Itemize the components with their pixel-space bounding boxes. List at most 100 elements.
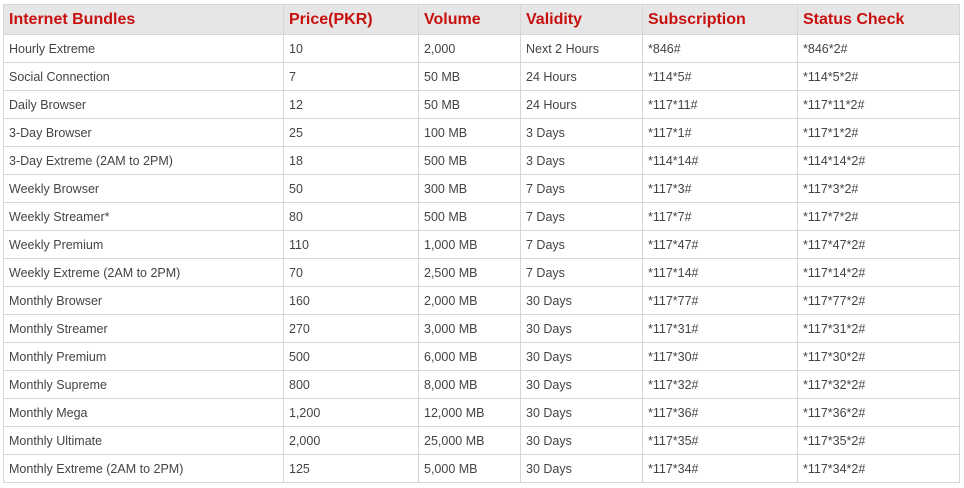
- cell-volume: 100 MB: [418, 118, 521, 147]
- cell-status-code: *117*35*2#: [797, 426, 960, 455]
- cell-bundle-name: Monthly Mega: [3, 398, 284, 427]
- cell-validity: 7 Days: [520, 258, 643, 287]
- cell-validity: 24 Hours: [520, 90, 643, 119]
- table-row: 3-Day Extreme (2AM to 2PM) 18 500 MB 3 Days…: [3, 146, 960, 175]
- cell-bundle-name: 3-Day Browser: [3, 118, 284, 147]
- cell-price: 80: [283, 202, 419, 231]
- cell-validity: Next 2 Hours: [520, 34, 643, 63]
- cell-price: 270: [283, 314, 419, 343]
- cell-subscription-code: *117*30#: [642, 342, 798, 371]
- table-row: Social Connection 7 50 MB 24 Hours *114*5# *1…: [3, 62, 960, 91]
- cell-bundle-name: Daily Browser: [3, 90, 284, 119]
- header-bundle-name: Internet Bundles: [3, 4, 284, 35]
- cell-status-code: *117*31*2#: [797, 314, 960, 343]
- table-row: Weekly Streamer* 80 500 MB 7 Days *117*7# *11…: [3, 202, 960, 231]
- cell-subscription-code: *117*77#: [642, 286, 798, 315]
- table-row: 3-Day Browser 25 100 MB 3 Days *117*1# *117*1…: [3, 118, 960, 147]
- header-subscription: Subscription: [642, 4, 798, 35]
- cell-price: 12: [283, 90, 419, 119]
- cell-validity: 30 Days: [520, 286, 643, 315]
- cell-status-code: *117*7*2#: [797, 202, 960, 231]
- header-validity: Validity: [520, 4, 643, 35]
- cell-status-code: *117*14*2#: [797, 258, 960, 287]
- table-row: Daily Browser 12 50 MB 24 Hours *117*11# *117…: [3, 90, 960, 119]
- cell-volume: 500 MB: [418, 202, 521, 231]
- table-row: Monthly Supreme 800 8,000 MB 30 Days *117*32…: [3, 370, 960, 399]
- cell-status-code: *117*47*2#: [797, 230, 960, 259]
- cell-subscription-code: *117*35#: [642, 426, 798, 455]
- cell-bundle-name: Weekly Streamer*: [3, 202, 284, 231]
- cell-subscription-code: *114*5#: [642, 62, 798, 91]
- cell-subscription-code: *117*7#: [642, 202, 798, 231]
- cell-status-code: *117*34*2#: [797, 454, 960, 483]
- cell-status-code: *117*11*2#: [797, 90, 960, 119]
- cell-volume: 50 MB: [418, 62, 521, 91]
- cell-status-code: *114*5*2#: [797, 62, 960, 91]
- cell-validity: 24 Hours: [520, 62, 643, 91]
- table-body: Hourly Extreme 10 2,000 Next 2 Hours *846# *8…: [3, 34, 960, 483]
- cell-subscription-code: *846#: [642, 34, 798, 63]
- cell-volume: 12,000 MB: [418, 398, 521, 427]
- cell-status-code: *117*3*2#: [797, 174, 960, 203]
- cell-subscription-code: *117*36#: [642, 398, 798, 427]
- cell-volume: 300 MB: [418, 174, 521, 203]
- header-row: Internet Bundles Price(PKR) Volume Validity…: [3, 4, 960, 35]
- cell-status-code: *117*77*2#: [797, 286, 960, 315]
- cell-validity: 30 Days: [520, 342, 643, 371]
- cell-subscription-code: *117*1#: [642, 118, 798, 147]
- cell-volume: 3,000 MB: [418, 314, 521, 343]
- cell-price: 110: [283, 230, 419, 259]
- cell-volume: 5,000 MB: [418, 454, 521, 483]
- cell-subscription-code: *117*47#: [642, 230, 798, 259]
- cell-validity: 7 Days: [520, 174, 643, 203]
- cell-price: 125: [283, 454, 419, 483]
- cell-price: 500: [283, 342, 419, 371]
- cell-volume: 2,000: [418, 34, 521, 63]
- cell-subscription-code: *117*31#: [642, 314, 798, 343]
- cell-price: 50: [283, 174, 419, 203]
- cell-bundle-name: Weekly Browser: [3, 174, 284, 203]
- cell-volume: 1,000 MB: [418, 230, 521, 259]
- cell-validity: 30 Days: [520, 398, 643, 427]
- cell-volume: 50 MB: [418, 90, 521, 119]
- cell-bundle-name: Hourly Extreme: [3, 34, 284, 63]
- cell-volume: 2,500 MB: [418, 258, 521, 287]
- cell-status-code: *117*36*2#: [797, 398, 960, 427]
- cell-validity: 3 Days: [520, 118, 643, 147]
- cell-status-code: *117*30*2#: [797, 342, 960, 371]
- table-header: Internet Bundles Price(PKR) Volume Validity…: [3, 4, 960, 35]
- cell-status-code: *117*1*2#: [797, 118, 960, 147]
- cell-bundle-name: Monthly Extreme (2AM to 2PM): [3, 454, 284, 483]
- cell-bundle-name: Weekly Premium: [3, 230, 284, 259]
- cell-status-code: *117*32*2#: [797, 370, 960, 399]
- cell-subscription-code: *117*34#: [642, 454, 798, 483]
- cell-bundle-name: Monthly Browser: [3, 286, 284, 315]
- cell-price: 70: [283, 258, 419, 287]
- table-row: Monthly Browser 160 2,000 MB 30 Days *117*77…: [3, 286, 960, 315]
- table-row: Weekly Browser 50 300 MB 7 Days *117*3# *117*…: [3, 174, 960, 203]
- table-row: Monthly Mega 1,200 12,000 MB 30 Days *117*36…: [3, 398, 960, 427]
- cell-volume: 500 MB: [418, 146, 521, 175]
- cell-validity: 30 Days: [520, 426, 643, 455]
- cell-subscription-code: *114*14#: [642, 146, 798, 175]
- cell-bundle-name: Social Connection: [3, 62, 284, 91]
- cell-price: 2,000: [283, 426, 419, 455]
- table-row: Monthly Streamer 270 3,000 MB 30 Days *117*3…: [3, 314, 960, 343]
- table-row: Hourly Extreme 10 2,000 Next 2 Hours *846# *8…: [3, 34, 960, 63]
- cell-bundle-name: Weekly Extreme (2AM to 2PM): [3, 258, 284, 287]
- cell-status-code: *846*2#: [797, 34, 960, 63]
- cell-validity: 7 Days: [520, 202, 643, 231]
- cell-bundle-name: Monthly Supreme: [3, 370, 284, 399]
- cell-volume: 2,000 MB: [418, 286, 521, 315]
- header-price: Price(PKR): [283, 4, 419, 35]
- table-row: Monthly Premium 500 6,000 MB 30 Days *117*30…: [3, 342, 960, 371]
- cell-status-code: *114*14*2#: [797, 146, 960, 175]
- cell-validity: 7 Days: [520, 230, 643, 259]
- cell-bundle-name: Monthly Streamer: [3, 314, 284, 343]
- table-row: Monthly Extreme (2AM to 2PM) 125 5,000 MB 3…: [3, 454, 960, 483]
- cell-price: 18: [283, 146, 419, 175]
- cell-price: 1,200: [283, 398, 419, 427]
- cell-bundle-name: 3-Day Extreme (2AM to 2PM): [3, 146, 284, 175]
- cell-subscription-code: *117*3#: [642, 174, 798, 203]
